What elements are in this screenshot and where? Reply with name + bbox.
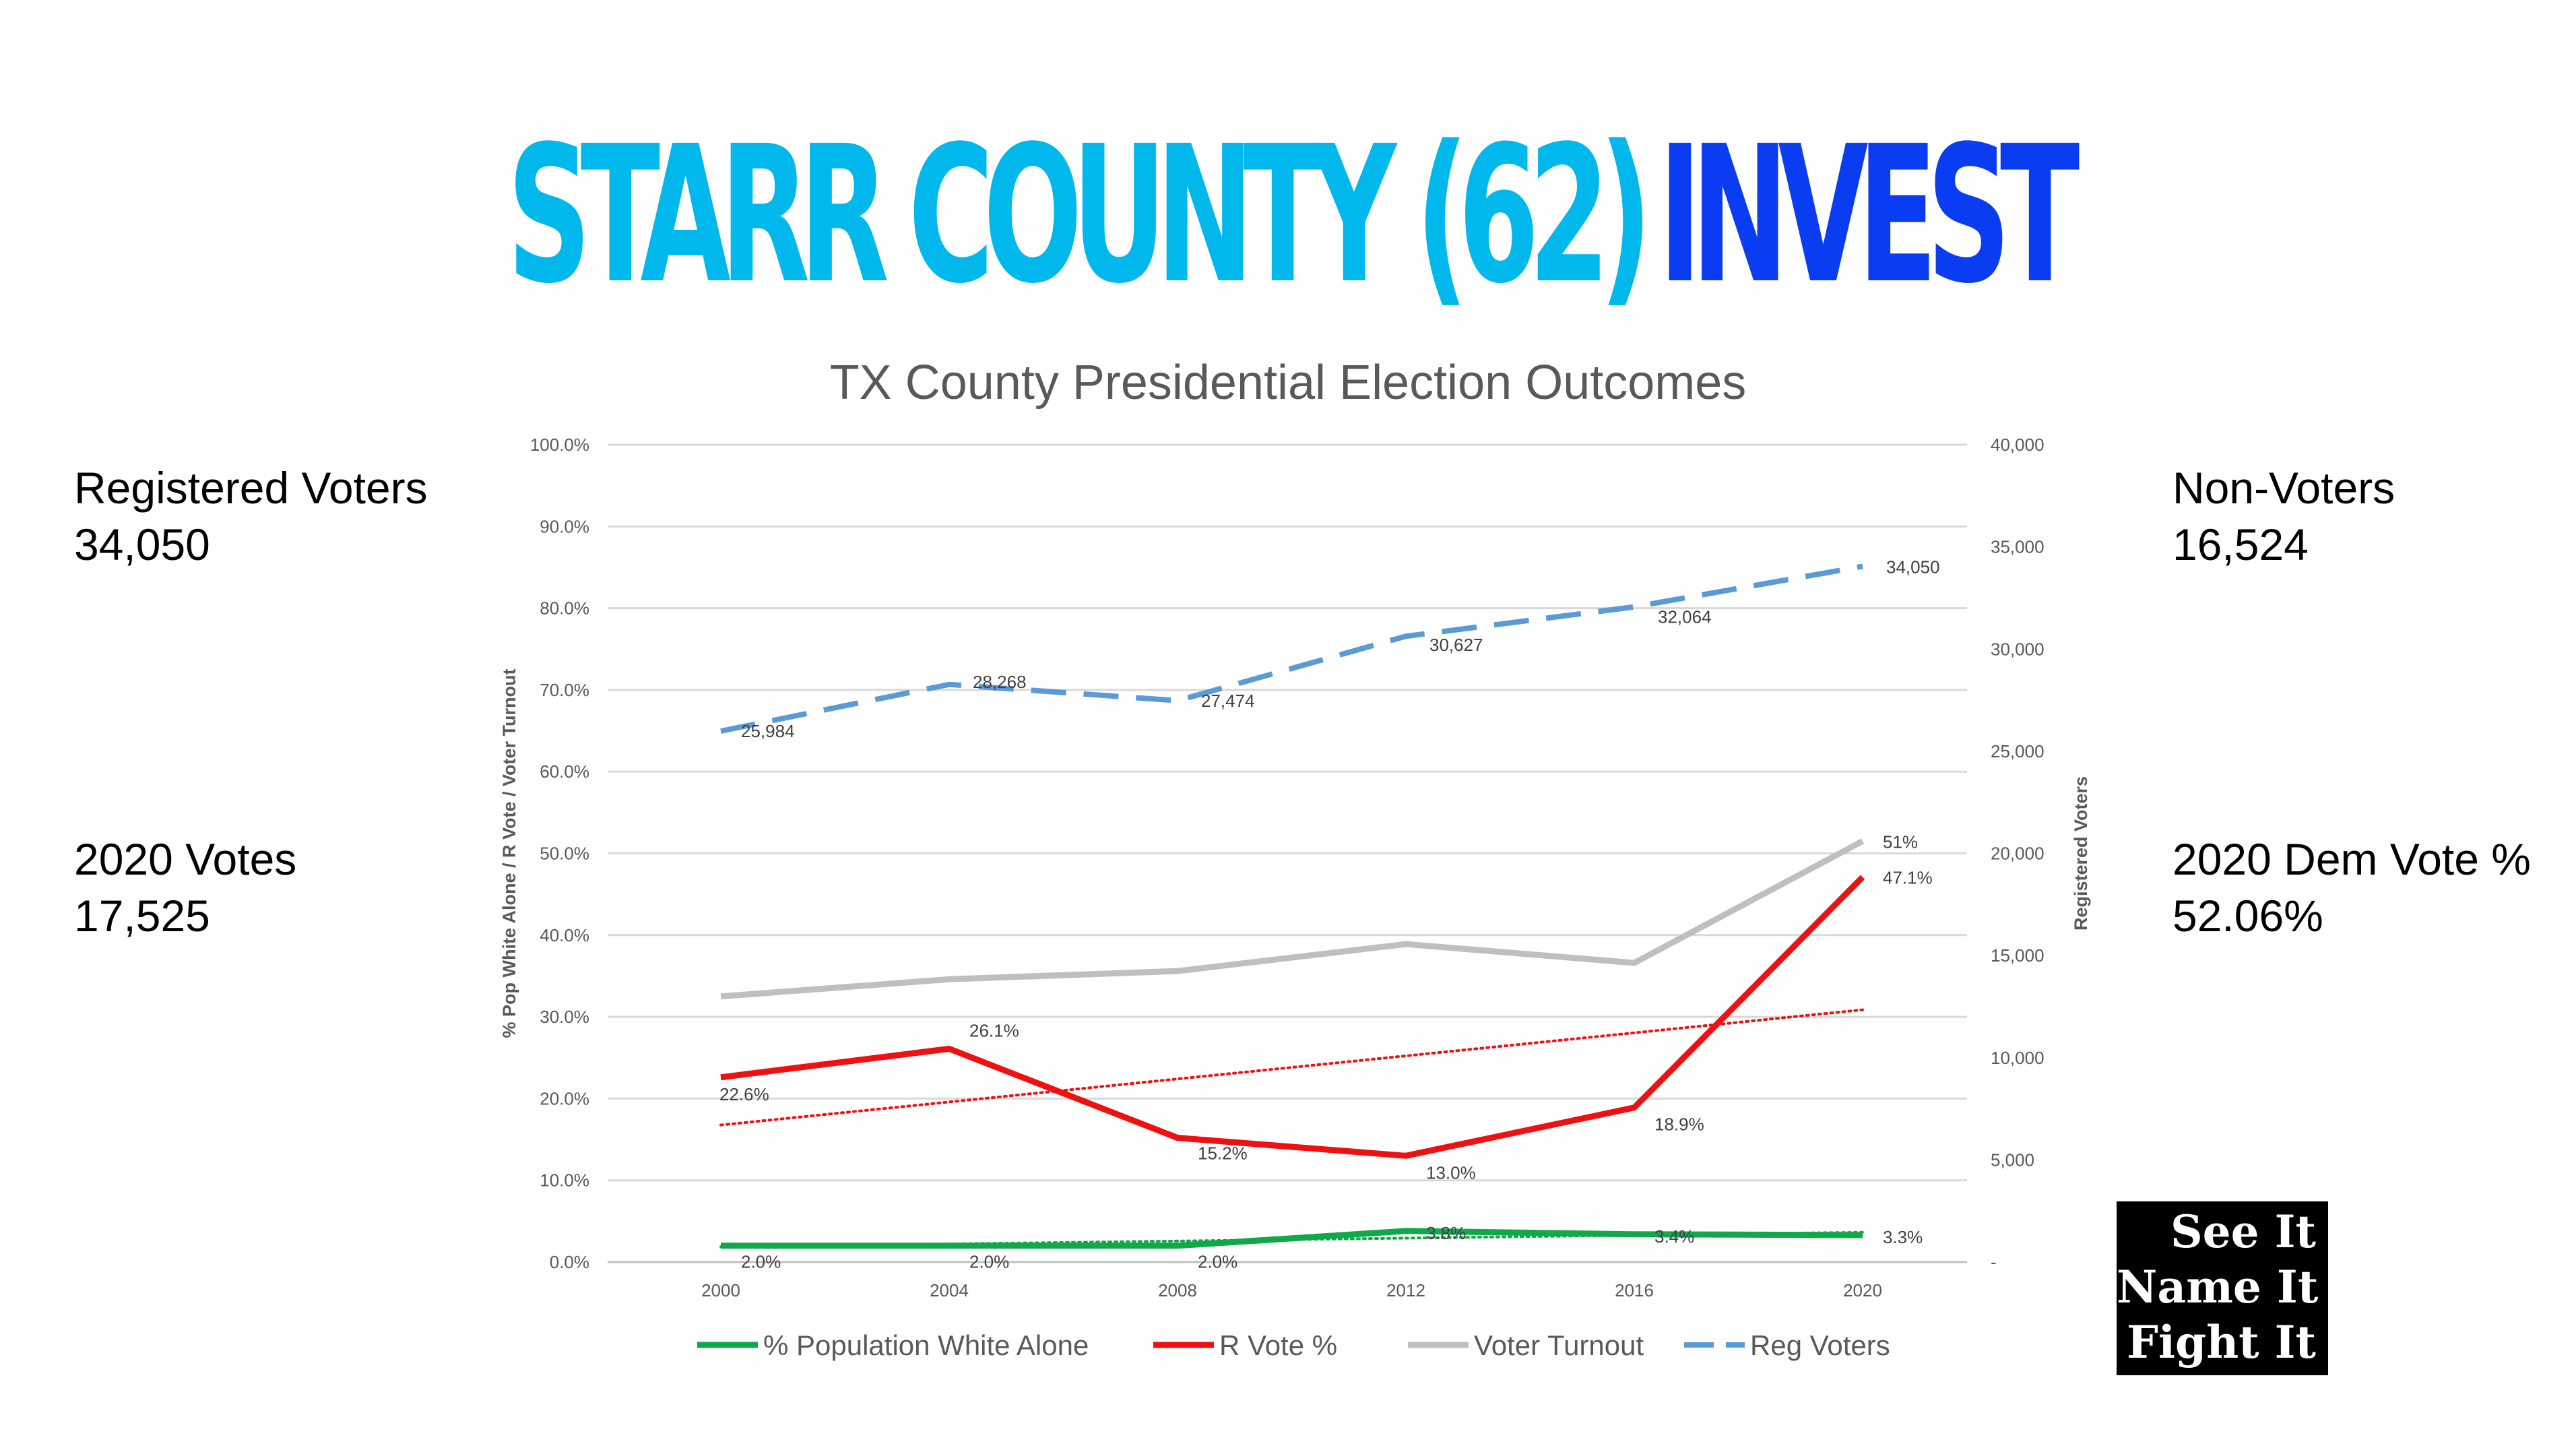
population-white-alone-line [721, 1228, 1863, 1249]
left-tick-label: 30.0% [540, 1007, 589, 1027]
x-tick-label: 2008 [1158, 1280, 1197, 1300]
right-tick-label: 5,000 [1991, 1150, 2034, 1170]
population-white-alone-data-label: 2.0% [741, 1252, 781, 1272]
non-voters-value: 16,524 [2172, 520, 2309, 569]
series-lines [720, 563, 1865, 1249]
population-white-alone-legend-label: % Population White Alone [763, 1329, 1089, 1361]
population-white-alone-data-label: 3.4% [1654, 1226, 1694, 1247]
right-tick-label: - [1991, 1252, 1997, 1272]
left-tick-label: 10.0% [540, 1170, 589, 1191]
r-vote-data-label: 13.0% [1426, 1162, 1476, 1183]
left-tick-label: 20.0% [540, 1088, 589, 1108]
x-tick-label: 2000 [701, 1280, 740, 1300]
see-it-name-it-fight-it-badge: See It Name It Fight It [2117, 1201, 2328, 1375]
reg-voters-data-label: 30,627 [1429, 635, 1483, 655]
left-tick-label: 0.0% [550, 1252, 589, 1272]
x-tick-label: 2016 [1615, 1280, 1654, 1300]
left-tick-label: 90.0% [540, 516, 589, 536]
right-tick-label: 10,000 [1991, 1048, 2044, 1068]
voter-turnout-line [720, 838, 1865, 1000]
votes-2020-label: 2020 Votes [74, 834, 297, 884]
reg-voters-legend-label: Reg Voters [1750, 1329, 1890, 1361]
county-title: STARR COUNTY (62) [507, 106, 1652, 325]
reg-voters-data-label: 28,268 [973, 672, 1027, 692]
right-tick-label: 15,000 [1991, 945, 2044, 966]
left-tick-label: 50.0% [540, 844, 589, 864]
reg-voters-data-label: 34,050 [1886, 557, 1940, 577]
dem-vote-2020-label: 2020 Dem Vote % [2172, 834, 2531, 884]
right-axis-title: Registered Voters [2071, 776, 2091, 931]
r-vote-data-label: 18.9% [1654, 1114, 1704, 1135]
dem-vote-2020-value: 52.06% [2172, 891, 2323, 941]
population-white-alone-data-label: 2.0% [969, 1252, 1009, 1272]
r-vote-data-label: 26.1% [969, 1020, 1019, 1040]
gridlines [608, 443, 1967, 1263]
x-tick-label: 2020 [1843, 1280, 1882, 1300]
voter-turnout-data-label: 51% [1883, 831, 1918, 852]
left-tick-label: 100.0% [530, 435, 589, 455]
population-white-alone-data-label: 3.3% [1883, 1227, 1923, 1247]
left-tick-label: 70.0% [540, 680, 589, 700]
left-tick-label: 60.0% [540, 761, 589, 782]
registered-voters-value: 34,050 [74, 520, 210, 569]
axes: 0.0% 10.0% 20.0% 30.0% 40.0% 50.0% 60.0% 70.0% 8… [499, 435, 2091, 1300]
badge-line-name-it: Name It [2117, 1261, 2319, 1313]
left-axis-title: % Pop White Alone / R Vote / Voter Turno… [499, 669, 519, 1038]
badge-line-see-it: See It [2170, 1205, 2316, 1258]
x-tick-label: 2012 [1386, 1280, 1425, 1300]
headline: STARR COUNTY (62)INVEST [490, 121, 2087, 310]
voter-turnout-legend-label: Voter Turnout [1474, 1329, 1644, 1361]
right-tick-label: 35,000 [1991, 537, 2044, 557]
r-vote-data-label: 15.2% [1198, 1143, 1248, 1164]
right-tick-label: 20,000 [1991, 844, 2044, 864]
population-white-alone-data-label: 2.0% [1198, 1252, 1237, 1272]
registered-voters-label: Registered Voters [74, 463, 428, 513]
non-voters-label: Non-Voters [2172, 463, 2395, 513]
legend: % Population White Alone R Vote % Voter Tu… [697, 1329, 1890, 1361]
right-tick-label: 30,000 [1991, 639, 2044, 659]
reg-voters-data-label: 32,064 [1658, 607, 1712, 627]
right-tick-label: 25,000 [1991, 741, 2044, 761]
chart-title: TX County Presidential Election Outcomes [830, 356, 1747, 410]
reg-voters-line [720, 563, 1863, 734]
reg-voters-data-label: 25,984 [741, 721, 795, 741]
x-tick-label: 2004 [930, 1280, 969, 1300]
badge-line-fight-it: Fight It [2127, 1316, 2316, 1369]
right-tick-label: 40,000 [1991, 435, 2044, 455]
reg-voters-data-label: 27,474 [1201, 691, 1255, 711]
votes-2020-stat: 2020 Votes 17,525 [74, 831, 296, 944]
dem-vote-2020-stat: 2020 Dem Vote % 52.06% [2172, 831, 2531, 944]
r-vote-data-label: 47.1% [1883, 868, 1933, 888]
population-white-alone-data-label: 3.8% [1426, 1223, 1466, 1243]
votes-2020-value: 17,525 [74, 891, 210, 941]
r-vote-line [720, 875, 1865, 1159]
non-voters-stat: Non-Voters 16,524 [2172, 460, 2395, 573]
r-vote-trendline [719, 1008, 1864, 1127]
r-vote-legend-label: R Vote % [1219, 1329, 1337, 1361]
left-tick-label: 40.0% [540, 925, 589, 945]
data-labels: 2.0% 2.0% 2.0% 3.8% 3.4% 3.3% 22.6% 26.1% 15.2% 1… [719, 557, 1940, 1271]
status-word: INVEST [1658, 106, 2080, 325]
r-vote-data-label: 22.6% [719, 1084, 769, 1104]
registered-voters-stat: Registered Voters 34,050 [74, 460, 428, 573]
left-tick-label: 80.0% [540, 598, 589, 619]
